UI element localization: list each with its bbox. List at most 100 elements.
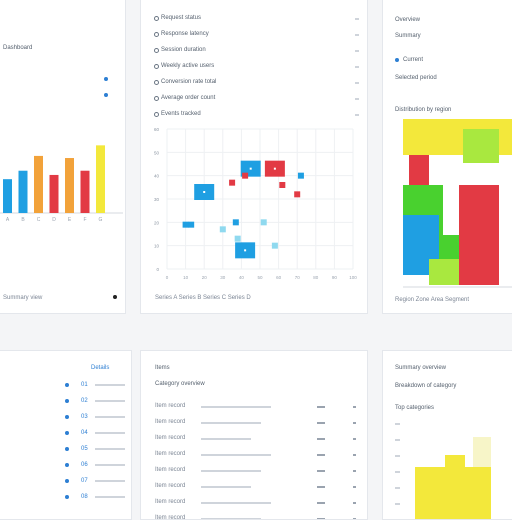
scatter-point [271, 242, 278, 249]
list-menu-icon[interactable] [355, 98, 359, 100]
item-count-icon[interactable] [317, 422, 325, 424]
list-menu-icon[interactable] [355, 34, 359, 36]
summary-subtitle: Breakdown of category [395, 383, 457, 389]
status-dot-icon[interactable] [104, 93, 108, 97]
left-top-panel: Dashboard Summary view A B C D E F G [0, 0, 126, 314]
right-item[interactable]: Current [403, 57, 424, 63]
row-id[interactable]: 05 [81, 446, 88, 452]
row-id[interactable]: 07 [81, 478, 88, 484]
bar-chart: A B C D E F G [0, 145, 123, 223]
item-row[interactable]: Item record [155, 499, 186, 505]
row-icon[interactable] [65, 463, 69, 467]
scatter-point [182, 221, 189, 228]
bar [49, 174, 59, 213]
list-menu-icon[interactable] [355, 82, 359, 84]
heatmap-cell [429, 259, 459, 285]
list-item[interactable]: Average order count [161, 95, 216, 101]
x-tick-label: 70 [295, 275, 301, 280]
row-id[interactable]: 04 [81, 430, 88, 436]
row-icon[interactable] [65, 399, 69, 403]
items-subtitle: Category overview [155, 381, 205, 387]
list-bullet-icon [154, 96, 159, 101]
item-row[interactable]: Item record [155, 451, 186, 457]
list-bullet-icon [154, 64, 159, 69]
list-item[interactable]: Events tracked [161, 111, 201, 117]
summary-bar [415, 467, 491, 519]
list-menu-icon[interactable] [355, 114, 359, 116]
settings-dot-icon[interactable] [113, 295, 117, 299]
radio-icon[interactable] [395, 58, 399, 62]
item-value-bar [201, 486, 251, 488]
item-value-bar [201, 502, 271, 504]
scatter-point [294, 191, 301, 198]
row-icon[interactable] [65, 383, 69, 387]
list-menu-icon[interactable] [355, 18, 359, 20]
row-value-bar [95, 480, 125, 482]
status-dot-icon[interactable] [104, 77, 108, 81]
row-icon[interactable] [65, 431, 69, 435]
item-menu-icon[interactable] [353, 454, 356, 456]
item-row[interactable]: Item record [155, 515, 186, 520]
row-id[interactable]: 06 [81, 462, 88, 468]
scatter-point [297, 172, 304, 179]
row-icon[interactable] [65, 479, 69, 483]
item-menu-icon[interactable] [353, 470, 356, 472]
scatter-point [188, 221, 195, 228]
x-tick-label: 20 [202, 275, 208, 280]
item-count-icon[interactable] [317, 470, 325, 472]
item-count-icon[interactable] [317, 406, 325, 408]
item-row[interactable]: Item record [155, 403, 186, 409]
item-menu-icon[interactable] [353, 486, 356, 488]
list-menu-icon[interactable] [355, 66, 359, 68]
heatmap-cell [403, 119, 459, 155]
row-id[interactable]: 03 [81, 414, 88, 420]
list-item[interactable]: Conversion rate total [161, 79, 217, 85]
item-row[interactable]: Item record [155, 435, 186, 441]
row-id[interactable]: 02 [81, 398, 88, 404]
row-value-bar [95, 464, 125, 466]
item-count-icon[interactable] [317, 502, 325, 504]
point-marker [249, 167, 252, 170]
summary-tick [395, 503, 400, 505]
item-menu-icon[interactable] [353, 438, 356, 440]
bottom-right-panel: Summary overview Breakdown of category T… [382, 350, 512, 520]
list-bullet-icon [154, 48, 159, 53]
right-top-panel: Overview Summary Current Selected period… [382, 0, 512, 314]
list-item[interactable]: Weekly active users [161, 63, 215, 69]
item-menu-icon[interactable] [353, 502, 356, 504]
row-icon[interactable] [65, 415, 69, 419]
y-tick-label: 40 [154, 174, 160, 179]
bar [96, 145, 105, 213]
heatmap-legend: Region Zone Area Segment [395, 297, 470, 303]
y-tick-label: 0 [156, 267, 159, 272]
item-menu-icon[interactable] [353, 422, 356, 424]
y-tick-label: 20 [154, 220, 160, 225]
list-bullet-icon [154, 80, 159, 85]
list-item[interactable]: Session duration [161, 47, 206, 53]
row-icon[interactable] [65, 447, 69, 451]
row-id[interactable]: 01 [81, 382, 88, 388]
row-value-bar [95, 432, 125, 434]
item-row[interactable]: Item record [155, 483, 186, 489]
y-tick-label: 30 [154, 197, 160, 202]
x-tick-label: 10 [183, 275, 189, 280]
list-item[interactable]: Response latency [161, 31, 209, 37]
row-id[interactable]: 08 [81, 494, 88, 500]
item-value-bar [201, 406, 271, 408]
list-bullet-icon [154, 32, 159, 37]
row-value-bar [95, 400, 125, 402]
bar-tick-label: C [37, 217, 41, 223]
item-count-icon[interactable] [317, 486, 325, 488]
item-menu-icon[interactable] [353, 406, 356, 408]
row-icon[interactable] [65, 495, 69, 499]
bar-tick-label: E [68, 217, 72, 223]
item-row[interactable]: Item record [155, 419, 186, 425]
scatter-point [229, 179, 236, 186]
list-menu-icon[interactable] [355, 50, 359, 52]
list-item[interactable]: Request status [161, 15, 202, 21]
item-count-icon[interactable] [317, 454, 325, 456]
item-count-icon[interactable] [317, 438, 325, 440]
right-item[interactable]: Selected period [395, 75, 437, 81]
item-row[interactable]: Item record [155, 467, 186, 473]
row-value-bar [95, 416, 125, 418]
